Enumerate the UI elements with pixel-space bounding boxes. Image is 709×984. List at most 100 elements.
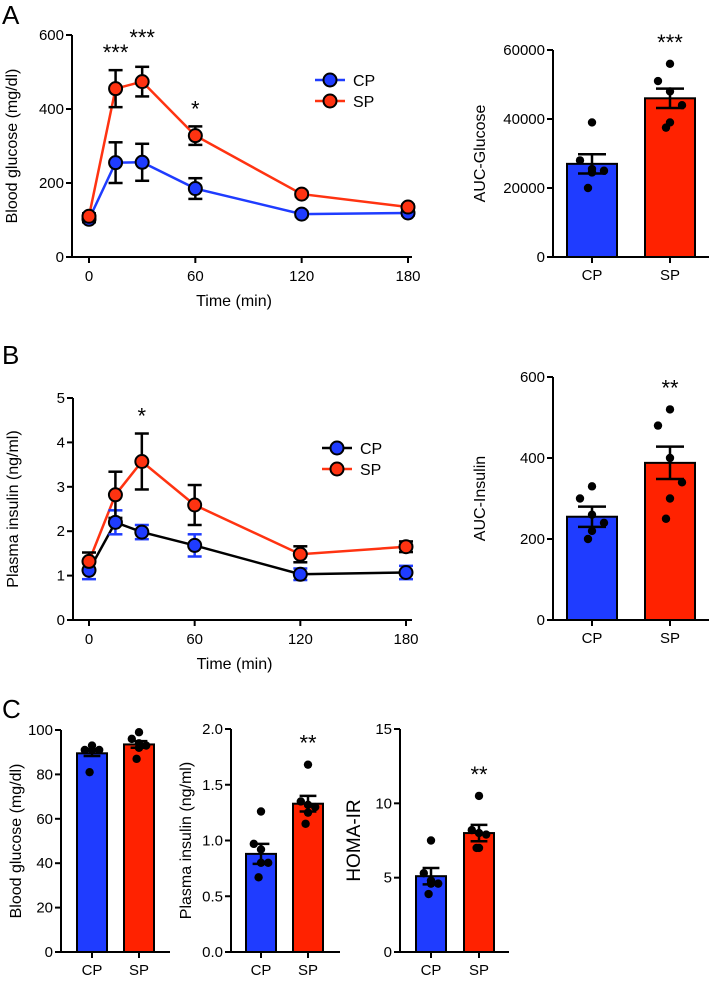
data-point-SP bbox=[292, 546, 308, 562]
significance-marker: *** bbox=[103, 40, 129, 65]
legend-label: CP bbox=[360, 441, 382, 458]
x-tick-label: 0 bbox=[85, 631, 93, 648]
y-tick-label: 0.5 bbox=[202, 888, 223, 905]
y-tick-label: 1.0 bbox=[202, 833, 223, 850]
individual-point bbox=[587, 482, 597, 491]
significance-marker: * bbox=[138, 404, 147, 429]
y-tick-label: 200 bbox=[520, 531, 545, 548]
data-point-SP bbox=[81, 208, 97, 224]
significance-marker: ** bbox=[661, 375, 679, 400]
individual-point bbox=[677, 478, 687, 487]
individual-point bbox=[127, 734, 136, 744]
individual-point bbox=[256, 807, 266, 816]
individual-point bbox=[254, 873, 263, 882]
data-point-SP bbox=[134, 453, 150, 469]
individual-point bbox=[303, 800, 313, 810]
y-tick-label: 60 bbox=[36, 811, 53, 828]
data-point-SP bbox=[187, 128, 203, 144]
individual-point bbox=[482, 830, 491, 839]
data-point-SP bbox=[134, 74, 150, 90]
individual-point bbox=[426, 879, 436, 888]
legend-label: CP bbox=[353, 73, 375, 90]
legend-marker-CP bbox=[322, 72, 338, 88]
chart-B-bar: 0 200 400 600 AUC-Insulin CP SP ** bbox=[472, 369, 709, 647]
data-point-CP bbox=[187, 181, 203, 197]
x-tick-label: CP bbox=[582, 267, 603, 284]
individual-point bbox=[677, 101, 687, 110]
individual-point bbox=[134, 743, 144, 752]
individual-point bbox=[587, 526, 597, 536]
bar-SP bbox=[292, 802, 324, 954]
legend-marker-CP bbox=[329, 440, 345, 456]
individual-point bbox=[583, 534, 593, 544]
significance-marker: ** bbox=[299, 731, 317, 756]
x-tick-label: 180 bbox=[393, 631, 418, 648]
individual-point bbox=[80, 745, 90, 755]
y-tick-label: 400 bbox=[520, 450, 545, 467]
y-tick-label: 100 bbox=[28, 722, 53, 739]
y-tick-label: 0 bbox=[45, 944, 53, 961]
x-tick-label: 60 bbox=[187, 268, 204, 285]
data-point-SP bbox=[108, 81, 124, 97]
individual-point bbox=[587, 510, 597, 519]
y-tick-label: 5 bbox=[384, 870, 392, 887]
x-tick-label: SP bbox=[298, 962, 318, 979]
individual-point bbox=[264, 858, 273, 867]
legend-marker-SP bbox=[322, 93, 338, 109]
y-tick-label: 2.0 bbox=[202, 721, 223, 738]
individual-point bbox=[665, 453, 675, 463]
y-tick-label: 600 bbox=[39, 27, 64, 44]
individual-point bbox=[583, 183, 593, 193]
y-axis-label: Plasma insulin (ng/ml) bbox=[5, 430, 22, 587]
series-line-SP bbox=[87, 459, 407, 562]
individual-point bbox=[599, 166, 609, 175]
individual-point bbox=[134, 728, 144, 737]
x-tick-label: 120 bbox=[288, 631, 313, 648]
individual-point bbox=[311, 802, 320, 812]
individual-point bbox=[142, 741, 151, 750]
individual-point bbox=[665, 59, 675, 68]
individual-point bbox=[661, 514, 671, 523]
series-line-CP bbox=[87, 520, 407, 576]
individual-point bbox=[95, 745, 104, 755]
x-tick-label: 60 bbox=[186, 631, 203, 648]
individual-point bbox=[653, 421, 663, 430]
bar-CP bbox=[245, 852, 277, 954]
data-point-SP bbox=[398, 539, 414, 555]
x-tick-label: CP bbox=[421, 962, 442, 979]
y-axis-label: Blood glucose (mg/dl) bbox=[8, 764, 25, 919]
x-tick-label: SP bbox=[660, 630, 680, 647]
chart-A-line: 0 200 400 600 Blood glucose (mg/dl) 0 60 120 180… bbox=[4, 25, 421, 310]
data-point-CP bbox=[108, 155, 124, 171]
individual-point bbox=[599, 518, 609, 527]
panel-label-c: C bbox=[2, 694, 21, 724]
y-tick-label: 10 bbox=[375, 795, 392, 812]
y-axis-label: Plasma insulin (ng/ml) bbox=[178, 762, 195, 919]
y-tick-label: 60000 bbox=[503, 42, 545, 59]
y-tick-label: 200 bbox=[39, 175, 64, 192]
y-tick-label: 0 bbox=[537, 612, 545, 629]
individual-point bbox=[303, 760, 313, 769]
y-axis-label: AUC-Glucose bbox=[472, 105, 489, 203]
y-tick-label: 2 bbox=[57, 523, 65, 540]
chart-C-insulin: 0.0 0.5 1.0 1.5 2.0 Plasma insulin (ng/ml) CP S… bbox=[178, 721, 340, 979]
legend-marker-SP bbox=[329, 461, 345, 477]
data-point-SP bbox=[107, 487, 123, 503]
bar-SP bbox=[123, 743, 155, 953]
x-tick-label: 180 bbox=[395, 268, 420, 285]
panel-label-a: A bbox=[2, 0, 20, 30]
significance-marker: *** bbox=[129, 25, 155, 50]
y-tick-label: 20 bbox=[36, 900, 53, 917]
y-tick-label: 4 bbox=[57, 434, 65, 451]
y-tick-label: 0 bbox=[537, 249, 545, 266]
y-tick-label: 80 bbox=[36, 766, 53, 783]
y-tick-label: 1.5 bbox=[202, 777, 223, 794]
y-tick-label: 40000 bbox=[503, 111, 545, 128]
individual-point bbox=[296, 797, 305, 806]
individual-point bbox=[665, 405, 675, 414]
x-tick-label: SP bbox=[469, 962, 489, 979]
x-tick-label: 0 bbox=[85, 268, 93, 285]
individual-point bbox=[665, 494, 675, 503]
y-axis-label: AUC-Insulin bbox=[472, 456, 489, 541]
individual-point bbox=[256, 845, 266, 854]
